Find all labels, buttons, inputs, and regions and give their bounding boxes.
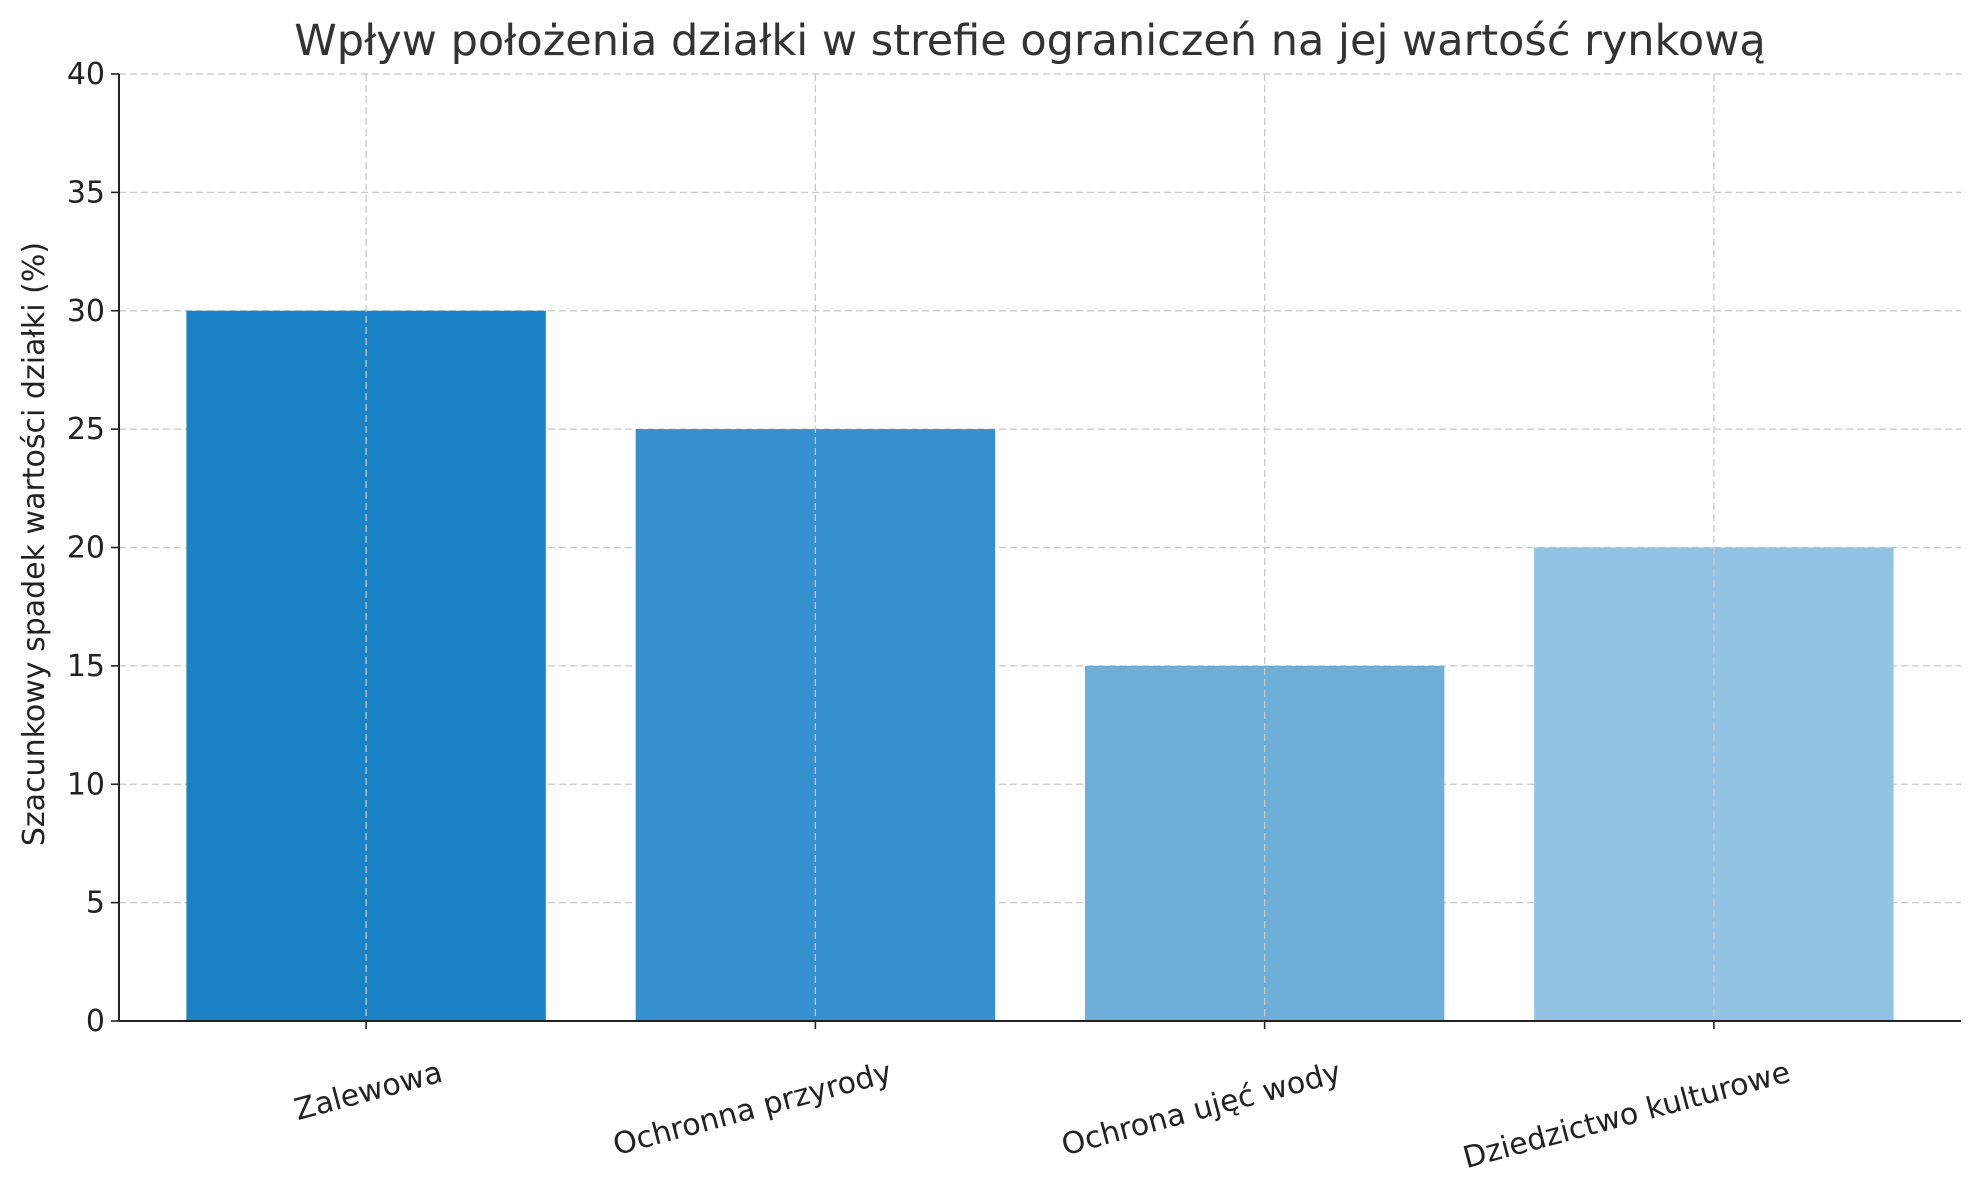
y-tick-label: 0 bbox=[86, 1004, 105, 1039]
y-tick-label: 30 bbox=[67, 294, 105, 329]
y-axis-label: Szacunkowy spadek wartości działki (%) bbox=[17, 242, 52, 846]
y-tick-labels: 0 5 10 15 20 25 30 35 40 bbox=[67, 57, 105, 1039]
y-tick-label: 15 bbox=[67, 649, 105, 684]
bars-layer bbox=[186, 74, 1894, 1021]
y-tick-label: 40 bbox=[67, 57, 105, 92]
y-tick-label: 10 bbox=[67, 767, 105, 802]
y-tick-label: 20 bbox=[67, 531, 105, 566]
y-tick-label: 5 bbox=[86, 886, 105, 921]
chart-title: Wpływ położenia działki w strefie ograni… bbox=[294, 16, 1765, 66]
axes-layer bbox=[111, 73, 1961, 1029]
y-tick-label: 25 bbox=[67, 412, 105, 447]
y-tick-label: 35 bbox=[67, 175, 105, 210]
